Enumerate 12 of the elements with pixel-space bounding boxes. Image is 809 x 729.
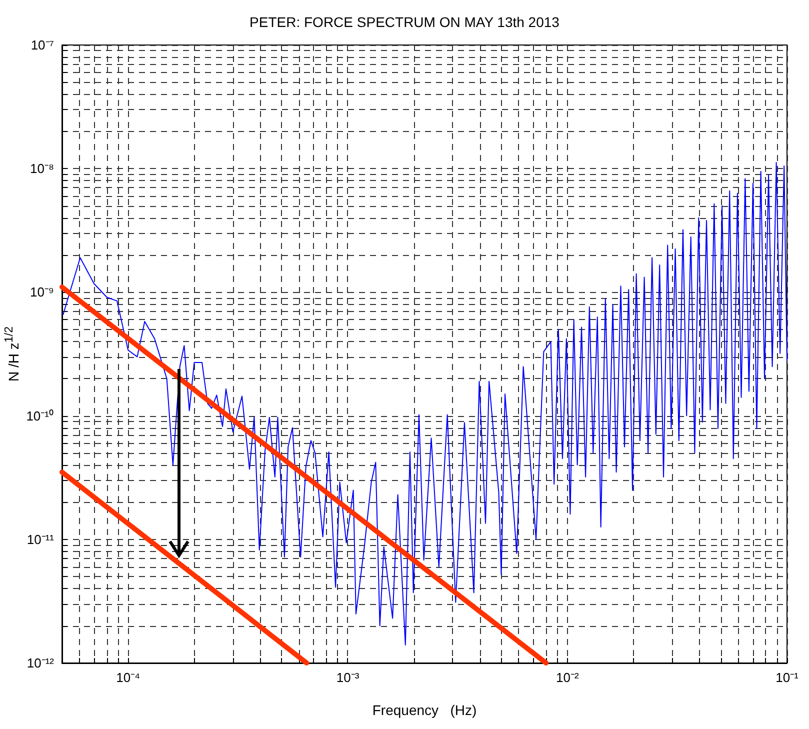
- y-tick-label: 10⁻¹²: [26, 656, 55, 670]
- x-tick-label: 10⁻²: [556, 670, 580, 685]
- x-tick-label: 10⁻¹: [776, 670, 800, 685]
- x-axis-title: Frequency (Hz): [372, 702, 477, 718]
- y-tick-label: 10⁻⁸: [30, 161, 54, 176]
- chart-title: PETER: FORCE SPECTRUM ON MAY 13th 2013: [250, 14, 560, 30]
- x-tick-label: 10⁻³: [336, 670, 360, 685]
- y-tick-label: 10⁻¹⁰: [26, 408, 54, 424]
- y-tick-label: 10⁻⁷: [30, 38, 54, 52]
- y-tick-label: 10⁻⁹: [30, 284, 54, 300]
- y-tick-label: 10⁻¹¹: [26, 532, 55, 547]
- x-tick-label: 10⁻⁴: [116, 670, 140, 685]
